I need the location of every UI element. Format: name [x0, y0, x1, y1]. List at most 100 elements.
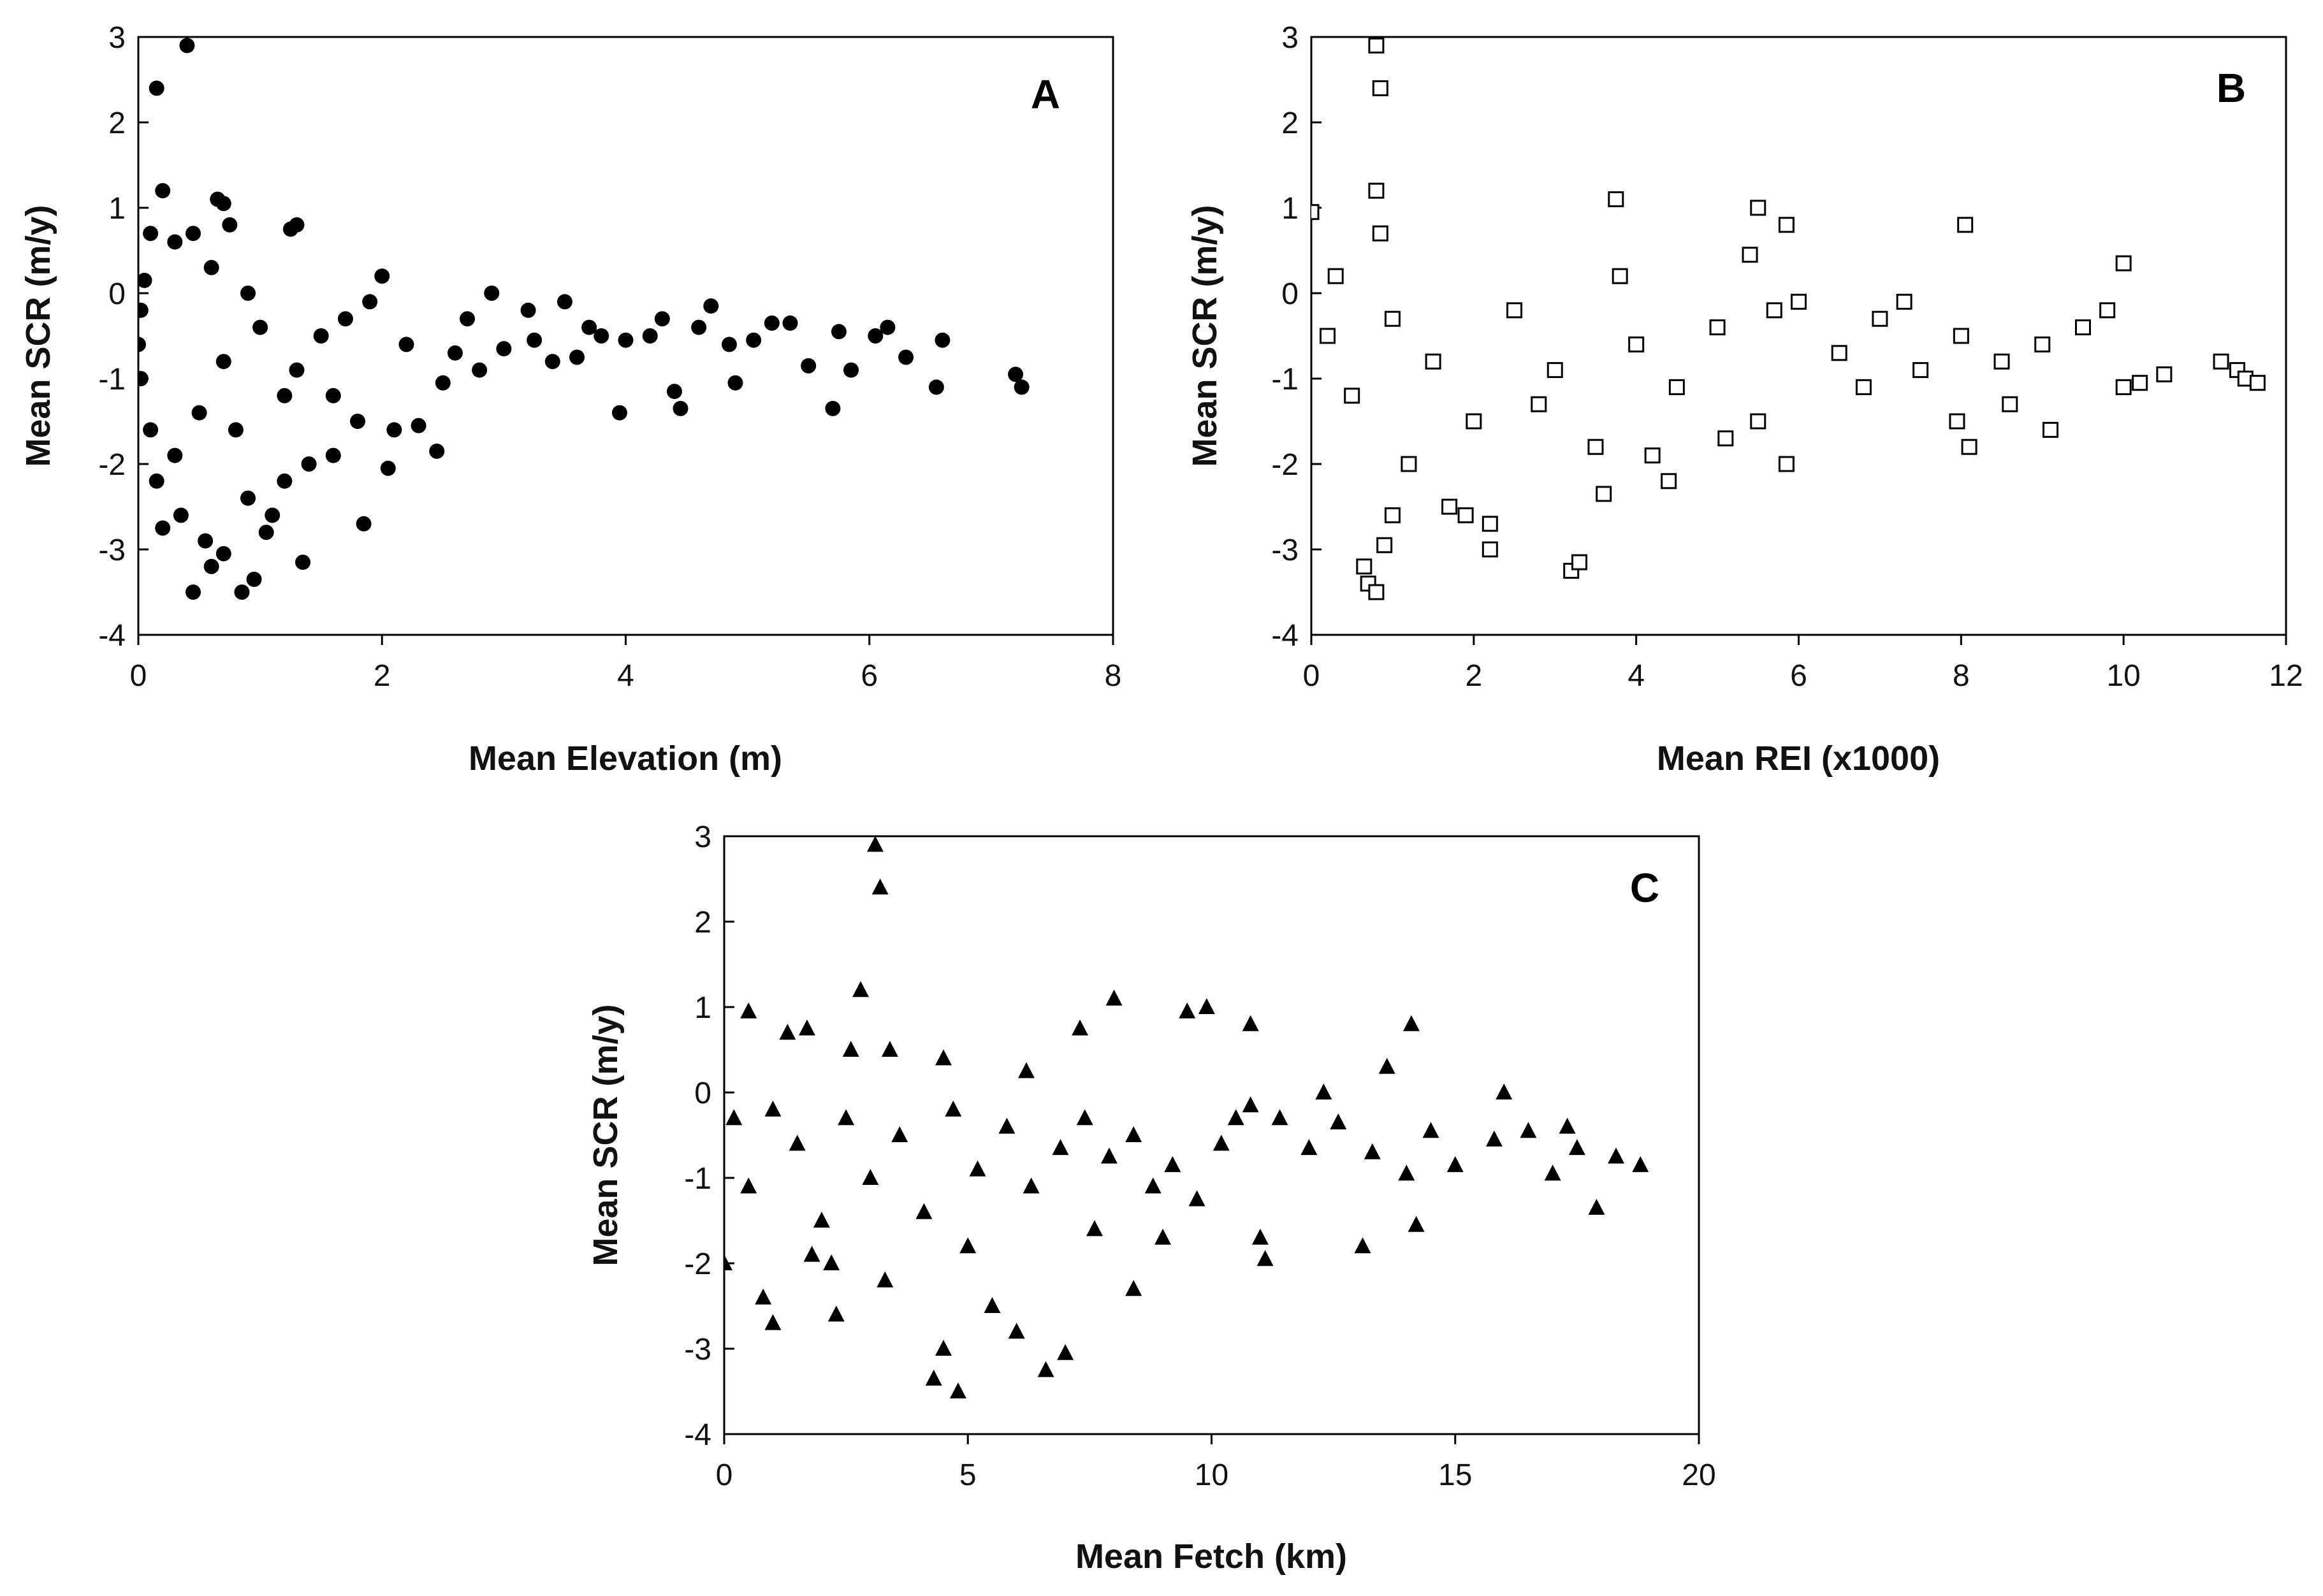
data-point	[1496, 1084, 1513, 1099]
data-point	[138, 371, 149, 386]
y-tick-label: 2	[694, 906, 711, 939]
data-point	[1256, 1250, 1274, 1266]
data-point	[1482, 541, 1498, 558]
data-point	[1766, 302, 1782, 319]
x-tick-label: 10	[1195, 1458, 1228, 1492]
data-point	[398, 337, 414, 352]
data-point	[1398, 1164, 1415, 1181]
data-point	[1023, 1177, 1040, 1194]
data-point	[764, 315, 780, 331]
data-point	[362, 294, 378, 310]
data-point	[1188, 1190, 1205, 1207]
panel-c-x-axis-title: Mean Fetch (km)	[1075, 1537, 1347, 1576]
data-point	[666, 384, 682, 400]
y-tick-label: 3	[1281, 21, 1299, 55]
data-point	[755, 1288, 772, 1305]
data-point	[155, 520, 171, 536]
data-point	[827, 1305, 845, 1322]
data-point	[798, 1019, 815, 1036]
x-tick-label: 4	[617, 659, 634, 693]
data-point	[852, 981, 870, 998]
y-tick-label: 1	[1281, 192, 1299, 226]
data-point	[138, 302, 149, 318]
y-tick-label: -2	[98, 448, 126, 482]
data-point	[1212, 1135, 1230, 1151]
data-point	[843, 362, 859, 378]
data-point	[1559, 1117, 1576, 1134]
data-point	[935, 332, 950, 348]
x-tick-label: 15	[1438, 1458, 1472, 1492]
data-point	[866, 836, 884, 852]
data-point	[1872, 310, 1888, 327]
y-tick-label: 3	[108, 21, 126, 55]
data-point	[1242, 1096, 1259, 1113]
data-point	[1372, 225, 1388, 242]
data-point	[2034, 336, 2051, 352]
data-point	[1008, 1323, 1025, 1339]
data-point	[1953, 328, 1969, 344]
data-point	[155, 183, 171, 199]
x-tick-label: 6	[861, 659, 878, 693]
panel-b-x-axis-title: Mean REI (x1000)	[1657, 739, 1940, 778]
data-point	[782, 315, 798, 331]
x-tick-label: 10	[2106, 659, 2140, 693]
data-point	[138, 272, 152, 288]
data-point	[654, 311, 670, 327]
data-point	[198, 533, 214, 549]
data-point	[240, 286, 256, 301]
data-point	[581, 319, 597, 335]
data-point	[1506, 302, 1523, 319]
data-point	[282, 221, 298, 237]
data-point	[642, 328, 658, 344]
data-point	[186, 584, 201, 600]
data-point	[949, 1382, 966, 1398]
data-point	[1608, 1147, 1625, 1164]
data-point	[703, 298, 719, 314]
data-point	[356, 516, 372, 532]
x-tick-label: 0	[716, 1458, 733, 1492]
panel-b-y-axis-title: Mean SCR (m/y)	[1186, 205, 1224, 467]
data-point	[813, 1212, 830, 1228]
data-point	[1446, 1156, 1464, 1172]
data-point	[1717, 430, 1734, 447]
data-point	[1242, 1015, 1259, 1031]
data-point	[1179, 1002, 1196, 1019]
data-point	[1378, 1057, 1395, 1074]
data-point	[295, 555, 311, 570]
data-point	[569, 349, 585, 365]
data-point	[1319, 328, 1336, 344]
panel-c-letter: C	[1630, 865, 1659, 911]
y-tick-label: 1	[108, 192, 126, 226]
data-point	[868, 328, 884, 344]
data-point	[1612, 268, 1628, 284]
x-tick-label: 20	[1682, 1458, 1715, 1492]
data-point	[877, 1271, 894, 1288]
data-point	[265, 507, 280, 523]
panel-b-plot-frame	[1310, 36, 2287, 636]
data-point	[1376, 537, 1393, 553]
data-point	[1384, 310, 1401, 327]
data-point	[203, 558, 219, 574]
data-point	[880, 319, 896, 335]
data-point	[2115, 379, 2132, 395]
x-tick-label: 0	[1303, 659, 1320, 693]
data-point	[725, 1109, 743, 1126]
data-point	[325, 447, 341, 463]
data-point	[746, 332, 762, 348]
data-point	[1485, 1130, 1503, 1147]
data-point	[1778, 456, 1795, 472]
data-point	[1105, 989, 1123, 1006]
data-point	[557, 294, 572, 310]
data-point	[1164, 1156, 1181, 1172]
data-point	[945, 1100, 962, 1117]
data-point	[496, 341, 512, 357]
data-point	[240, 490, 256, 506]
data-point	[460, 311, 476, 327]
data-point	[998, 1117, 1016, 1134]
data-point	[1384, 507, 1401, 523]
data-point	[1568, 1139, 1585, 1156]
y-tick-label: 2	[108, 106, 126, 140]
data-point	[1354, 1237, 1371, 1254]
data-point	[1057, 1344, 1074, 1360]
